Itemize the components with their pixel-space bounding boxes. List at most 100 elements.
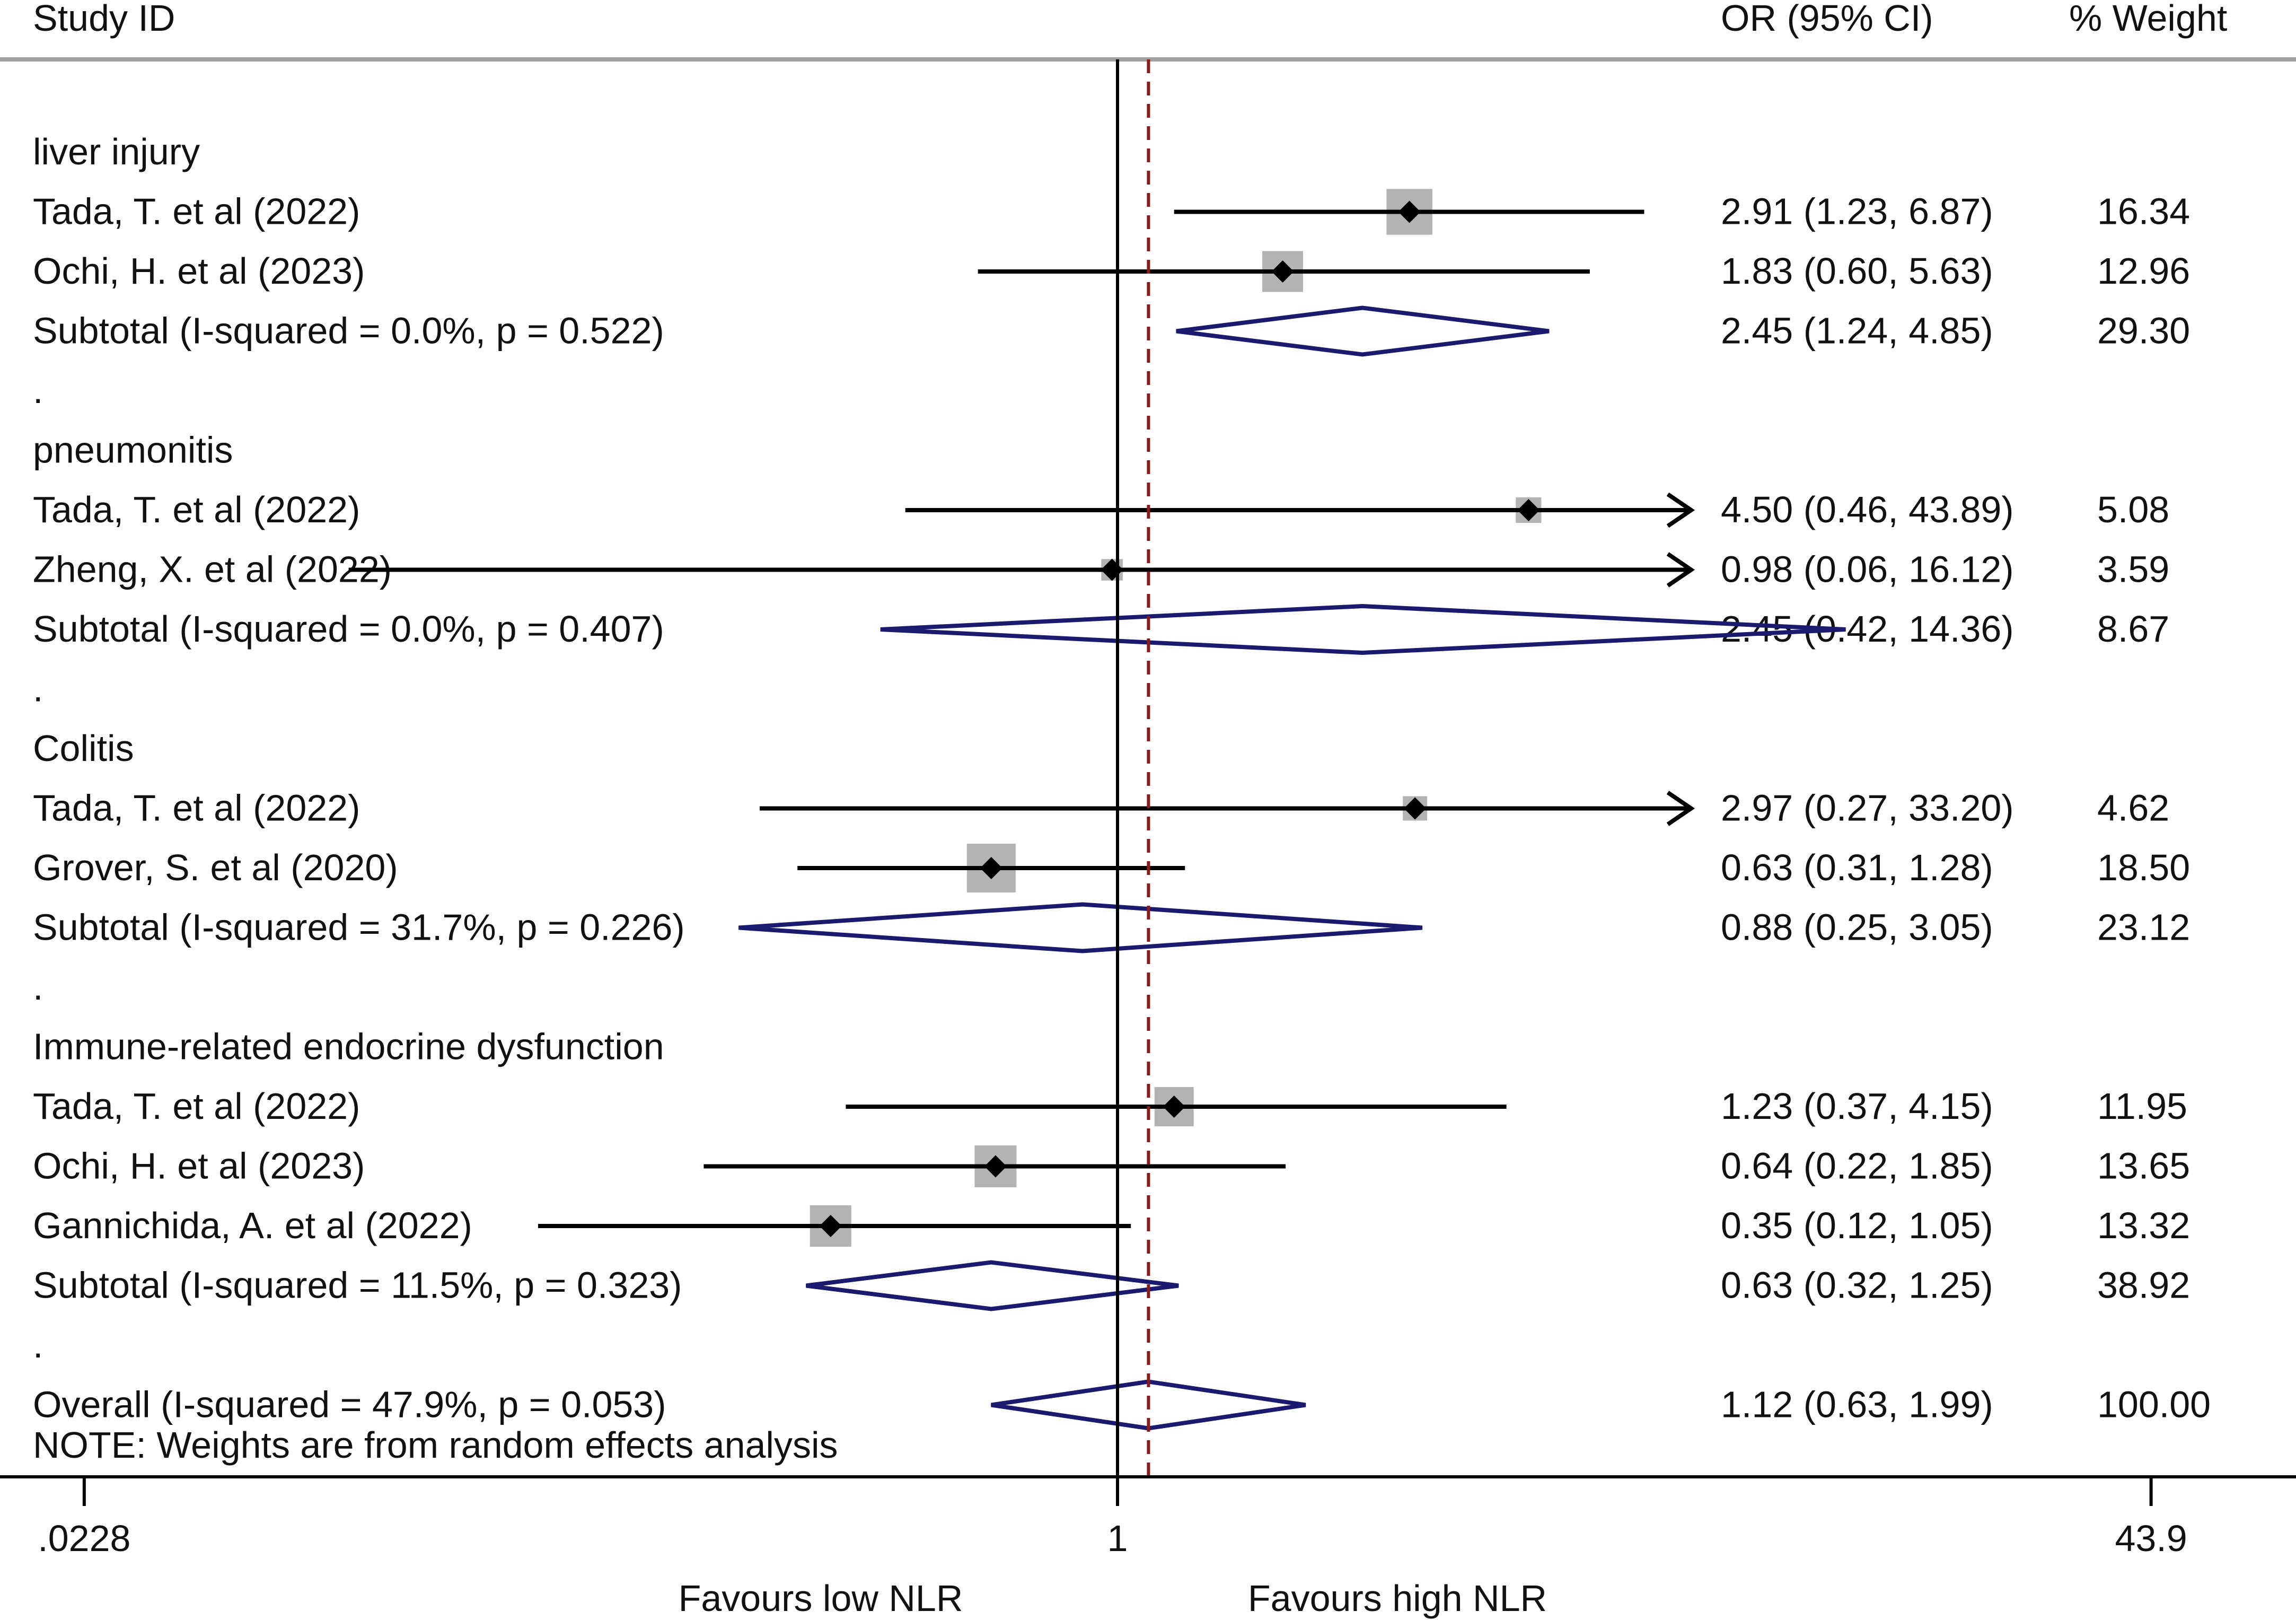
- or-ci-value: 2.91 (1.23, 6.87): [1721, 191, 1993, 232]
- point-estimate: [1398, 200, 1421, 223]
- row-spacer: .: [33, 668, 43, 710]
- weight-value: 29.30: [2097, 310, 2190, 352]
- study-label: Tada, T. et al (2022): [33, 1085, 360, 1127]
- row-study: Ochi, H. et al (2023) 1.83 (0.60, 5.63) 12…: [33, 250, 2190, 292]
- row-subtotal: Subtotal (I-squared = 0.0%, p = 0.407) 2.…: [33, 603, 2169, 655]
- subtotal-diamond: [738, 902, 1423, 953]
- weight-value: 13.32: [2097, 1205, 2190, 1246]
- or-ci-value: 1.12 (0.63, 1.99): [1721, 1384, 1993, 1425]
- weight-value: 5.08: [2097, 489, 2169, 530]
- row-study: Grover, S. et al (2020) 0.63 (0.31, 1.28)…: [33, 844, 2190, 892]
- row-study: Zheng, X. et al (2022) 0.98 (0.06, 16.12)…: [33, 549, 2169, 590]
- weight-value: 23.12: [2097, 907, 2190, 948]
- study-label: Zheng, X. et al (2022): [33, 549, 392, 590]
- ci-arrow: [1666, 791, 1695, 826]
- point-estimate: [1271, 260, 1294, 283]
- subtotal-label: Subtotal (I-squared = 0.0%, p = 0.522): [33, 310, 664, 352]
- or-ci-value: 2.45 (0.42, 14.36): [1721, 608, 2014, 650]
- forest-rows: liver injury Tada, T. et al (2022) 2.91 (1…: [33, 131, 2211, 1431]
- weight-value: 13.65: [2097, 1145, 2190, 1187]
- or-ci-value: 0.64 (0.22, 1.85): [1721, 1145, 1993, 1187]
- group-label: Immune-related endocrine dysfunction: [33, 1026, 664, 1067]
- row-spacer: .: [33, 1324, 43, 1365]
- study-label: Ochi, H. et al (2023): [33, 1145, 365, 1187]
- spacer-label: .: [33, 966, 43, 1008]
- weight-value: 8.67: [2097, 608, 2169, 650]
- subtotal-diamond: [880, 603, 1846, 655]
- header-or-ci: OR (95% CI): [1721, 0, 1933, 39]
- axis-tick-label: 43.9: [2115, 1518, 2187, 1559]
- overall-label: Overall (I-squared = 47.9%, p = 0.053): [33, 1384, 666, 1425]
- group-label: liver injury: [33, 131, 200, 172]
- row-group: pneumonitis: [33, 430, 233, 471]
- study-label: Tada, T. et al (2022): [33, 191, 360, 232]
- or-ci-value: 1.23 (0.37, 4.15): [1721, 1085, 1993, 1127]
- axis-tick-label: .0228: [38, 1518, 130, 1559]
- or-ci-value: 2.45 (1.24, 4.85): [1721, 310, 1993, 352]
- or-ci-value: 0.98 (0.06, 16.12): [1721, 549, 2014, 590]
- point-estimate: [1404, 797, 1427, 820]
- row-study: Tada, T. et al (2022) 4.50 (0.46, 43.89) 5…: [33, 489, 2169, 530]
- or-ci-value: 0.35 (0.12, 1.05): [1721, 1205, 1993, 1246]
- row-spacer: .: [33, 966, 43, 1008]
- row-subtotal: Subtotal (I-squared = 0.0%, p = 0.522) 2.…: [33, 305, 2190, 357]
- header-weight: % Weight: [2069, 0, 2227, 39]
- row-study: Tada, T. et al (2022) 2.97 (0.27, 33.20) 4…: [33, 787, 2169, 829]
- or-ci-value: 0.63 (0.31, 1.28): [1721, 847, 1993, 888]
- favours-low-label: Favours low NLR: [679, 1578, 963, 1619]
- group-label: pneumonitis: [33, 430, 233, 471]
- spacer-label: .: [33, 668, 43, 710]
- axis-tick-label: 1: [1107, 1518, 1128, 1559]
- subtotal-label: Subtotal (I-squared = 0.0%, p = 0.407): [33, 608, 664, 650]
- row-study: Tada, T. et al (2022) 1.23 (0.37, 4.15) 11…: [33, 1085, 2187, 1127]
- or-ci-value: 0.63 (0.32, 1.25): [1721, 1265, 1993, 1306]
- subtotal-diamond: [1176, 305, 1550, 357]
- subtotal-label: Subtotal (I-squared = 31.7%, p = 0.226): [33, 907, 685, 948]
- row-study: Gannichida, A. et al (2022) 0.35 (0.12, 1…: [33, 1205, 2190, 1247]
- weight-value: 12.96: [2097, 250, 2190, 292]
- ci-arrow: [1666, 492, 1695, 528]
- row-group: Immune-related endocrine dysfunction: [33, 1026, 664, 1067]
- weight-value: 100.00: [2097, 1384, 2211, 1425]
- row-group: Colitis: [33, 728, 134, 769]
- point-estimate: [1163, 1096, 1185, 1118]
- point-estimate: [980, 857, 1002, 879]
- point-estimate: [1517, 499, 1540, 521]
- group-label: Colitis: [33, 728, 134, 769]
- row-spacer: .: [33, 370, 43, 411]
- spacer-label: .: [33, 1324, 43, 1365]
- row-study: Tada, T. et al (2022) 2.91 (1.23, 6.87) 16…: [33, 189, 2190, 235]
- weight-value: 38.92: [2097, 1265, 2190, 1306]
- study-label: Tada, T. et al (2022): [33, 489, 360, 530]
- row-subtotal: Subtotal (I-squared = 11.5%, p = 0.323) 0…: [33, 1260, 2190, 1311]
- weight-value: 4.62: [2097, 787, 2169, 829]
- weight-value: 11.95: [2097, 1085, 2187, 1127]
- ci-arrow: [1666, 552, 1695, 588]
- row-study: Ochi, H. et al (2023) 0.64 (0.22, 1.85) 13…: [33, 1145, 2190, 1188]
- row-group: liver injury: [33, 131, 200, 172]
- overall-diamond: [991, 1379, 1306, 1431]
- weight-value: 3.59: [2097, 549, 2169, 590]
- or-ci-value: 1.83 (0.60, 5.63): [1721, 250, 1993, 292]
- or-ci-value: 0.88 (0.25, 3.05): [1721, 907, 1993, 948]
- or-ci-value: 4.50 (0.46, 43.89): [1721, 489, 2014, 530]
- header-study-id: Study ID: [33, 0, 175, 39]
- point-estimate: [819, 1215, 842, 1237]
- x-axis: .0228 1 43.9: [38, 1477, 2187, 1559]
- or-ci-value: 2.97 (0.27, 33.20): [1721, 787, 2014, 829]
- point-estimate: [984, 1155, 1007, 1178]
- favours-high-label: Favours high NLR: [1248, 1578, 1547, 1619]
- weight-value: 18.50: [2097, 847, 2190, 888]
- subtotal-label: Subtotal (I-squared = 11.5%, p = 0.323): [33, 1265, 682, 1306]
- study-label: Gannichida, A. et al (2022): [33, 1205, 472, 1246]
- weights-note: NOTE: Weights are from random effects an…: [33, 1424, 838, 1466]
- subtotal-diamond: [806, 1260, 1179, 1311]
- row-overall: Overall (I-squared = 47.9%, p = 0.053) 1.…: [33, 1379, 2211, 1431]
- spacer-label: .: [33, 370, 43, 411]
- study-label: Ochi, H. et al (2023): [33, 250, 365, 292]
- weight-value: 16.34: [2097, 191, 2190, 232]
- study-label: Grover, S. et al (2020): [33, 847, 398, 888]
- study-label: Tada, T. et al (2022): [33, 787, 360, 829]
- row-subtotal: Subtotal (I-squared = 31.7%, p = 0.226) 0…: [33, 902, 2190, 953]
